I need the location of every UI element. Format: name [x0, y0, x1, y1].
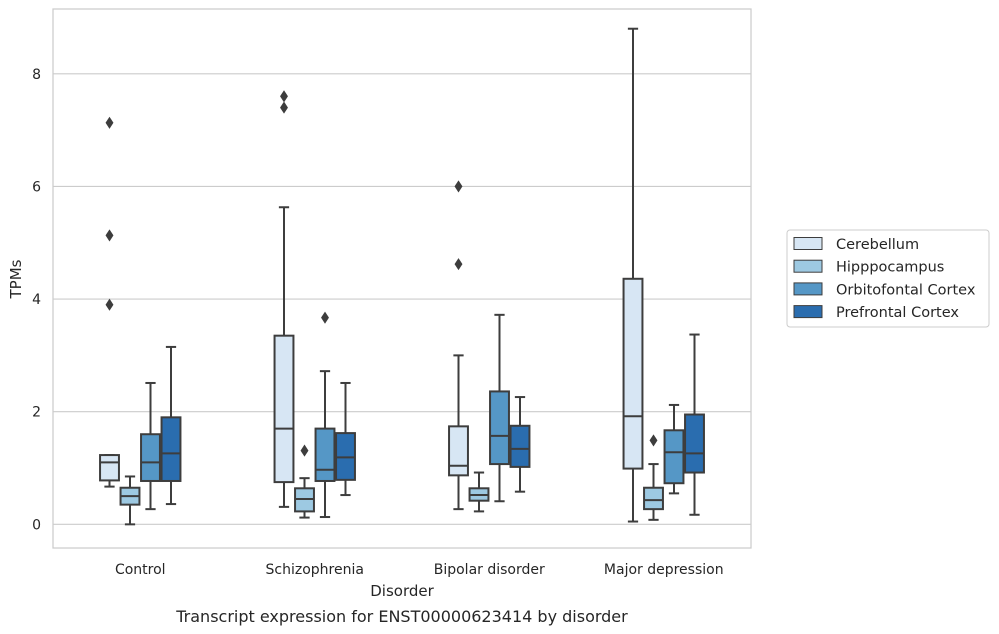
x-axis-title: Disorder	[370, 582, 434, 600]
x-tick-label: Major depression	[604, 562, 724, 578]
legend-swatch	[793, 305, 823, 319]
box-prefrontal-cortex	[335, 381, 356, 497]
outlier-point	[105, 229, 114, 242]
legend-swatch	[793, 282, 823, 296]
legend-label: Cerebellum	[836, 237, 919, 253]
legend-item: Hipppocampus	[793, 259, 944, 276]
chart-caption: Transcript expression for ENST0000062341…	[175, 607, 628, 626]
box-cerebellum	[448, 180, 469, 511]
box-orbitofontal-cortex	[140, 381, 161, 511]
box-orbitofontal-cortex	[663, 403, 685, 495]
box-groups	[99, 27, 705, 526]
box-body	[684, 413, 705, 474]
outlier-point	[105, 298, 114, 311]
x-axis-ticks: Control Schizophrenia Bipolar disorder Majo…	[115, 562, 724, 578]
box-body	[663, 429, 685, 485]
box-hipppocampus	[643, 434, 664, 521]
box-cerebellum	[99, 116, 120, 488]
box-body	[314, 427, 336, 482]
box-group	[273, 90, 356, 519]
box-body	[489, 390, 510, 466]
box-body	[622, 277, 644, 470]
box-hipppocampus	[119, 475, 141, 526]
box-prefrontal-cortex	[684, 333, 705, 516]
legend-swatch	[793, 237, 823, 250]
box-body	[448, 425, 469, 477]
y-tick-label: 8	[32, 67, 41, 83]
box-body	[99, 454, 120, 482]
outlier-point	[280, 101, 288, 114]
x-tick-label: Bipolar disorder	[434, 562, 545, 578]
box-group	[448, 180, 531, 513]
box-cerebellum	[622, 27, 644, 523]
box-body	[140, 433, 161, 482]
legend-label: Hipppocampus	[836, 260, 944, 276]
y-tick-label: 4	[32, 292, 41, 308]
y-tick-label: 2	[32, 405, 41, 421]
y-axis-title: TPMs	[7, 259, 25, 299]
box-orbitofontal-cortex	[489, 313, 510, 503]
legend-item: Prefrontal Cortex	[793, 305, 959, 321]
legend-label: Prefrontal Cortex	[836, 305, 959, 321]
box-group	[99, 116, 182, 526]
outlier-point	[105, 116, 114, 129]
outlier-point	[649, 434, 658, 447]
outlier-point	[454, 180, 463, 193]
x-tick-label: Control	[115, 562, 166, 578]
box-orbitofontal-cortex	[314, 311, 336, 519]
box-group	[622, 27, 705, 523]
box-prefrontal-cortex	[160, 345, 182, 506]
plot-area-frame	[52, 8, 752, 549]
legend-label: Orbitofontal Cortex	[836, 282, 976, 298]
legend-swatch	[793, 259, 823, 273]
outlier-point	[280, 90, 288, 103]
legend: Cerebellum Hipppocampus Orbitofontal Corte…	[786, 229, 990, 328]
box-cerebellum	[273, 90, 295, 508]
outlier-point	[321, 311, 329, 324]
y-axis-ticks: 0 2 4 6 8	[32, 67, 41, 534]
box-body	[643, 486, 664, 511]
box-hipppocampus	[468, 471, 490, 513]
box-hipppocampus	[294, 444, 315, 519]
x-tick-label: Schizophrenia	[266, 562, 364, 578]
outlier-point	[300, 444, 309, 457]
box-body	[509, 424, 531, 468]
legend-item: Cerebellum	[793, 237, 919, 253]
legend-frame	[786, 229, 990, 328]
box-body	[160, 416, 182, 482]
y-tick-label: 0	[32, 517, 41, 533]
box-body	[273, 334, 295, 484]
box-prefrontal-cortex	[509, 396, 531, 493]
legend-item: Orbitofontal Cortex	[793, 282, 976, 298]
y-tick-label: 6	[32, 179, 41, 195]
outlier-point	[454, 258, 463, 271]
